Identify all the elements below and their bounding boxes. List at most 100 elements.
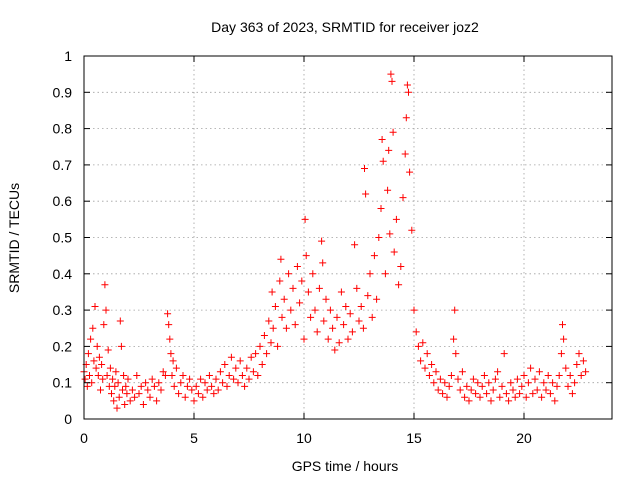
data-point [483, 390, 491, 398]
y-tick-label: 0.8 [53, 121, 73, 137]
x-axis-label: GPS time / hours [292, 458, 399, 474]
data-point [113, 404, 121, 412]
data-point [83, 382, 91, 390]
data-point [106, 364, 114, 372]
data-point [571, 379, 579, 387]
data-point [375, 234, 383, 241]
data-point [210, 390, 218, 398]
data-point [122, 382, 130, 390]
data-point [540, 379, 548, 387]
data-point [115, 393, 123, 401]
data-point [385, 146, 393, 154]
data-point [112, 368, 120, 376]
data-point [450, 335, 458, 343]
y-tick-label: 0.7 [53, 157, 73, 173]
data-point [419, 339, 427, 347]
data-point [148, 375, 156, 383]
data-point [238, 371, 246, 379]
data-point [516, 390, 524, 398]
x-tick-label: 10 [296, 430, 312, 446]
data-point [289, 284, 297, 292]
data-point [364, 292, 372, 300]
data-point [451, 306, 459, 314]
data-point [520, 371, 528, 379]
data-point [582, 368, 590, 376]
data-point [263, 350, 271, 358]
data-point [533, 386, 541, 394]
data-point [277, 255, 285, 263]
data-point [256, 342, 264, 350]
tick-labels: 00.10.20.30.40.50.60.70.80.910 5 10 15 20 [53, 48, 532, 446]
data-point [179, 371, 187, 379]
data-point [249, 368, 257, 376]
data-point [192, 382, 200, 390]
data-point [169, 357, 177, 365]
data-point [381, 270, 389, 278]
data-point [159, 368, 167, 376]
data-point [518, 382, 526, 390]
data-point [491, 375, 499, 383]
data-point [214, 386, 222, 394]
data-point [219, 379, 227, 387]
data-point [485, 379, 493, 387]
data-point [399, 194, 407, 202]
x-tick-label: 15 [406, 430, 422, 446]
data-point [337, 288, 345, 296]
data-point [529, 390, 537, 398]
data-point [271, 302, 279, 310]
data-point [175, 390, 183, 398]
data-point [144, 386, 152, 394]
data-point [142, 379, 150, 387]
data-point [366, 270, 374, 278]
data-point [568, 390, 576, 398]
data-point [443, 393, 451, 401]
data-point [203, 386, 211, 394]
data-point [139, 400, 147, 408]
y-tick-label: 0.2 [53, 338, 73, 354]
data-point [90, 357, 98, 365]
data-point [359, 324, 367, 332]
data-point [91, 302, 99, 310]
data-point [405, 88, 412, 96]
data-point [348, 328, 356, 336]
data-point [368, 313, 376, 321]
data-point [408, 226, 416, 234]
data-point [260, 332, 268, 340]
data-point [111, 382, 119, 390]
data-point [555, 371, 563, 379]
data-point [89, 324, 97, 332]
y-tick-label: 0.6 [53, 193, 73, 209]
data-point [553, 382, 561, 390]
data-point [386, 230, 394, 238]
data-point [298, 277, 306, 285]
data-point [114, 379, 122, 387]
data-point [121, 400, 129, 408]
data-point [579, 357, 587, 365]
data-point [282, 324, 290, 332]
data-point [234, 379, 242, 387]
data-point [322, 295, 330, 303]
data-point [524, 379, 532, 387]
data-point [309, 270, 317, 278]
data-point [254, 371, 262, 379]
data-point [287, 306, 295, 314]
data-point [549, 379, 557, 387]
data-point [181, 393, 189, 401]
data-point [101, 281, 109, 289]
data-point [324, 335, 332, 343]
data-point [560, 335, 568, 343]
data-point [135, 390, 143, 398]
data-point [353, 284, 361, 292]
data-point [403, 81, 411, 89]
data-point [331, 346, 339, 354]
data-point [236, 357, 244, 365]
data-point [379, 157, 387, 165]
data-point [320, 317, 328, 325]
data-point [406, 168, 414, 176]
data-point [197, 375, 205, 383]
data-point [225, 371, 233, 379]
data-point [390, 248, 398, 256]
data-point [265, 317, 273, 325]
data-point [377, 204, 385, 212]
data-point [527, 364, 535, 372]
